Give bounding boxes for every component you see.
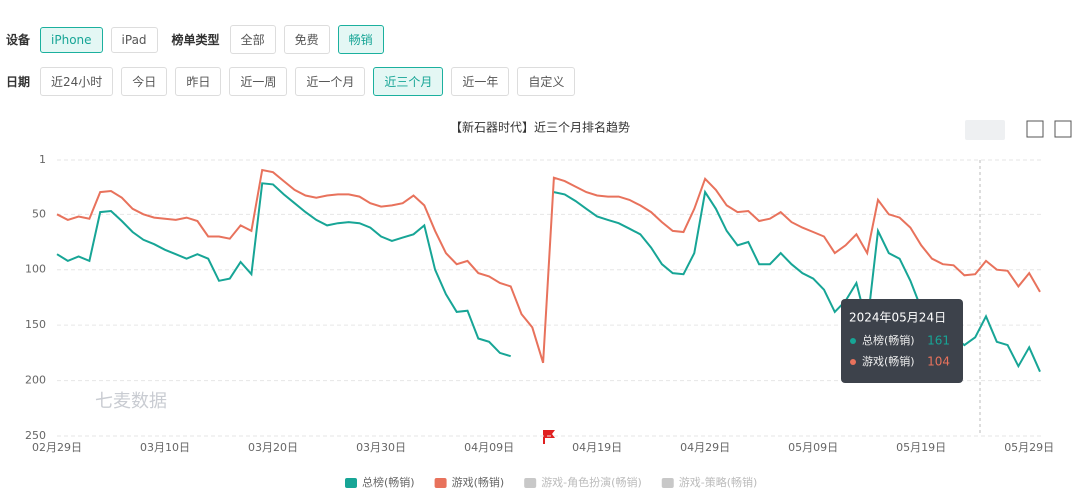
date-button[interactable]: 今日: [121, 67, 168, 96]
legend-swatch: [345, 478, 357, 488]
device-button[interactable]: iPhone: [40, 26, 103, 53]
filter-label: 日期: [6, 75, 31, 89]
filter-row: 设备 iPhone iPad 榜单类型 全部 免费 畅销: [6, 25, 384, 54]
legend-label[interactable]: 游戏-角色扮演(畅销): [541, 475, 642, 489]
x-tick-label: 03月20日: [248, 441, 298, 454]
x-tick-label: 04月09日: [464, 441, 514, 454]
watermark: 七麦数据: [95, 391, 167, 412]
date-button[interactable]: 近24小时: [40, 67, 114, 96]
tooltip-value: 161: [927, 334, 950, 348]
device-button[interactable]: iPad: [110, 26, 158, 53]
download-icon[interactable]: [1054, 120, 1072, 138]
tooltip-name: 总榜(畅销): [862, 333, 915, 347]
image-icon[interactable]: [1026, 120, 1044, 138]
chart-title: 【新石器时代】近三个月排名趋势: [450, 120, 630, 135]
legend-swatch: [434, 478, 447, 488]
x-tick-label: 05月29日: [1004, 441, 1054, 454]
date-button[interactable]: 近一个月: [295, 67, 366, 96]
legend-label[interactable]: 游戏(畅销): [452, 475, 505, 489]
legend-swatch: [661, 478, 674, 488]
legend-swatch: [524, 478, 537, 488]
chart-tools[interactable]: [965, 120, 1072, 140]
filter-row: 日期 近24小时 今日 昨日 近一周 近一个月 近三个月 近一年 自定义: [6, 67, 576, 96]
x-tick-label: 05月19日: [896, 441, 946, 454]
y-tick-label: 150: [25, 318, 46, 331]
x-tick-label: 02月29日: [32, 441, 82, 454]
series-line: [56, 168, 1041, 364]
date-button[interactable]: 近三个月: [373, 67, 444, 96]
filter-label: 设备: [6, 33, 31, 47]
tooltip-dot: [850, 359, 856, 365]
tooltip-value: 104: [927, 355, 950, 369]
legend-label[interactable]: 游戏-策略(畅销): [679, 475, 758, 489]
date-button[interactable]: 昨日: [175, 67, 222, 96]
y-tick-label: 100: [25, 263, 46, 276]
x-tick-label: 05月09日: [788, 441, 838, 454]
tooltip-box: [841, 299, 963, 383]
tooltip-title: 2024年05月24日: [849, 311, 946, 325]
view-toggle[interactable]: [965, 120, 1005, 140]
y-tick-label: 50: [32, 207, 46, 220]
tooltip-dot: [850, 338, 856, 344]
x-tick-label: 03月30日: [356, 441, 406, 454]
x-tick-label: 04月19日: [572, 441, 622, 454]
legend-label[interactable]: 总榜(畅销): [362, 475, 415, 489]
list-type-button[interactable]: 免费: [283, 25, 330, 54]
list-type-button[interactable]: 畅销: [337, 25, 384, 54]
y-tick-label: 200: [25, 374, 46, 387]
event-flag[interactable]: [543, 430, 555, 444]
y-tick-label: 250: [25, 429, 46, 442]
y-tick-label: 1: [39, 153, 46, 166]
date-button[interactable]: 自定义: [517, 67, 576, 96]
x-tick-label: 04月29日: [680, 441, 730, 454]
date-button[interactable]: 近一周: [229, 67, 288, 96]
filter-label: 榜单类型: [171, 33, 220, 47]
x-tick-label: 03月10日: [140, 441, 190, 454]
list-type-button[interactable]: 全部: [229, 25, 276, 54]
tooltip-name: 游戏(畅销): [862, 354, 915, 368]
date-button[interactable]: 近一年: [451, 67, 510, 96]
